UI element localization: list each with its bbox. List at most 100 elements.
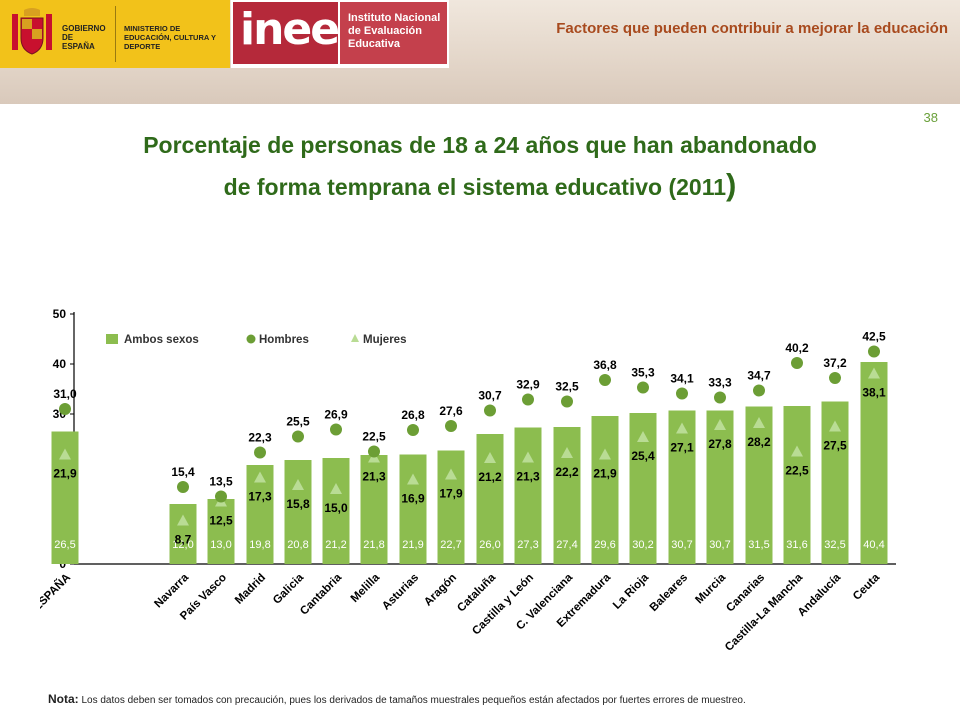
hombres-value-label: 26,8 (401, 408, 425, 422)
marker-mujeres (292, 479, 304, 490)
bar-value-label: 30,7 (671, 539, 692, 551)
y-tick-label: 40 (53, 357, 67, 371)
marker-hombres (868, 345, 880, 358)
bar-value-label: 13,0 (210, 539, 231, 551)
mujeres-value-label: 22,2 (555, 465, 579, 479)
hombres-value-label: 22,5 (362, 430, 386, 444)
legend-swatch-ambos (106, 334, 118, 344)
marker-hombres (59, 403, 71, 415)
category-label: Baleares (648, 572, 690, 614)
category-label: Galicia (271, 571, 307, 607)
marker-mujeres (407, 473, 419, 485)
hombres-value-label: 36,8 (593, 358, 617, 372)
mujeres-value-label: 8,7 (175, 533, 192, 547)
bar-ambos-sexos (668, 410, 696, 564)
hombres-value-label: 31,0 (53, 387, 77, 401)
hombres-value-label: 32,5 (555, 380, 579, 394)
category-label: Cantabria (298, 571, 344, 617)
marker-hombres (445, 420, 457, 432)
marker-hombres (177, 481, 189, 493)
marker-mujeres (522, 451, 534, 463)
bar-ambos-sexos (207, 499, 235, 564)
mujeres-value-label: 27,8 (708, 437, 732, 451)
bar-value-label: 31,6 (786, 539, 807, 551)
marker-mujeres (829, 420, 841, 432)
gobierno-text: GOBIERNO DE ESPAÑA (62, 24, 106, 51)
bar-ambos-sexos (169, 504, 197, 564)
bar-ambos-sexos (284, 460, 312, 564)
category-label: ESPAÑA (40, 571, 73, 613)
bar-value-label: 26,0 (479, 539, 500, 551)
bar-ambos-sexos (591, 416, 619, 564)
hombres-value-label: 22,3 (248, 431, 272, 445)
mujeres-value-label: 17,9 (439, 487, 463, 501)
marker-mujeres (59, 448, 71, 460)
bar-value-label: 19,8 (249, 539, 270, 551)
marker-hombres (330, 423, 342, 436)
mujeres-value-label: 27,5 (823, 439, 847, 453)
bar-value-label: 40,4 (863, 539, 884, 551)
hombres-value-label: 34,7 (747, 369, 771, 383)
mujeres-value-label: 21,2 (478, 470, 502, 484)
bar-value-label: 26,5 (54, 539, 75, 551)
marker-hombres (791, 357, 803, 369)
bar-value-label: 22,7 (440, 539, 461, 551)
marker-mujeres (599, 448, 611, 460)
category-label: La Rioja (611, 571, 652, 612)
gobierno-divider (115, 6, 116, 62)
marker-hombres (599, 374, 611, 386)
bar-value-label: 21,2 (325, 539, 346, 551)
marker-mujeres (561, 447, 573, 458)
bar-value-label: 21,9 (402, 539, 423, 551)
marker-mujeres (637, 431, 649, 442)
mujeres-value-label: 38,1 (862, 386, 886, 400)
bar-value-label: 30,2 (632, 539, 653, 551)
bar-ambos-sexos (783, 406, 811, 564)
dropout-chart: 0102030405026,521,931,0ESPAÑA12,08,715,4… (40, 307, 896, 654)
footnote-label: Nota: (48, 692, 79, 706)
marker-hombres (292, 430, 304, 443)
bar-value-label: 27,4 (556, 539, 577, 551)
page-title-line1: Porcentaje de personas de 18 a 24 años q… (143, 132, 817, 158)
bar-ambos-sexos (860, 362, 888, 564)
hombres-value-label: 35,3 (631, 366, 655, 380)
bar-value-label: 29,6 (594, 539, 615, 551)
bar-ambos-sexos (360, 455, 388, 564)
mujeres-value-label: 16,9 (401, 492, 425, 506)
marker-hombres (676, 387, 688, 400)
bar-value-label: 20,8 (287, 539, 308, 551)
bar-value-label: 30,7 (709, 539, 730, 551)
marker-hombres (484, 404, 496, 417)
hombres-value-label: 27,6 (439, 404, 463, 418)
category-label: Ceuta (851, 571, 883, 603)
hombres-value-label: 15,4 (171, 465, 195, 479)
bar-value-label: 32,5 (824, 539, 845, 551)
hombres-value-label: 30,7 (478, 389, 502, 403)
spain-coat-of-arms-icon (12, 8, 52, 55)
marker-hombres (753, 384, 765, 397)
legend-label-mujeres: Mujeres (363, 334, 406, 346)
bar-ambos-sexos (745, 406, 773, 564)
y-tick-label: 50 (53, 307, 67, 321)
mujeres-value-label: 25,4 (631, 449, 655, 463)
category-label: Aragón (422, 572, 459, 609)
mujeres-value-label: 21,3 (362, 470, 386, 484)
mujeres-value-label: 21,9 (53, 467, 77, 481)
marker-mujeres (484, 452, 496, 463)
marker-hombres (407, 424, 419, 436)
marker-hombres (522, 393, 534, 406)
marker-mujeres (330, 483, 342, 494)
mujeres-value-label: 22,5 (785, 464, 809, 478)
category-label: Madrid (233, 572, 268, 607)
bar-ambos-sexos (399, 454, 427, 564)
marker-mujeres (868, 367, 880, 379)
bar-value-label: 21,8 (363, 539, 384, 551)
marker-mujeres (676, 422, 688, 434)
page-number: 38 (923, 110, 938, 125)
inee-logo: inee (240, 4, 340, 55)
hombres-value-label: 37,2 (823, 356, 847, 370)
mujeres-value-label: 12,5 (209, 514, 233, 528)
marker-hombres (829, 372, 841, 384)
category-label: Castilla-La Mancha (723, 571, 806, 654)
hombres-value-label: 34,1 (670, 372, 694, 386)
